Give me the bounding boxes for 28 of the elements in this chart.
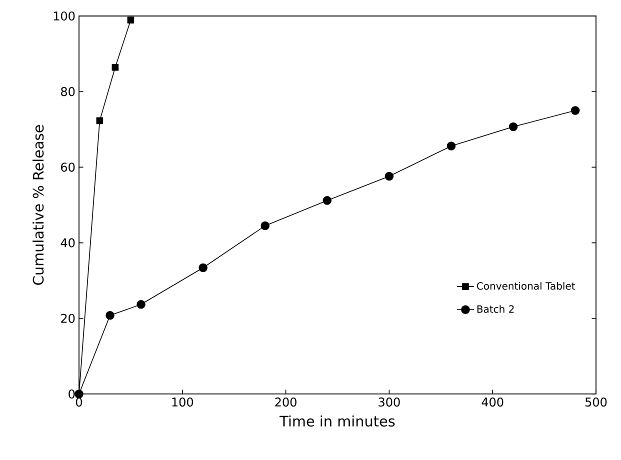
point [570,106,580,115]
y-tick-label: 0 [68,389,75,399]
point [446,142,456,150]
point [260,221,270,230]
x-tick-label: 0 [76,398,82,407]
y-tick-label: 20 [61,314,75,323]
point [322,196,332,205]
x-axis-title: Time in minutes [280,415,395,427]
point [106,310,114,320]
y-tick-label: 60 [61,162,75,172]
x-tick-label: 300 [378,398,400,407]
y-axis-title: Cumulative % Release [32,125,44,285]
point [127,16,134,24]
point [384,172,394,181]
x-tick-label: 200 [275,398,296,407]
point [96,117,104,124]
y-tick-label: 80 [61,87,75,96]
legend-label: Conventional Tablet [476,282,576,290]
point [198,263,208,272]
x-tick-label: 400 [482,398,504,407]
y-tick-label: 100 [54,11,75,21]
point [136,300,146,309]
x-tick-label: 500 [585,398,607,407]
y-tick-label: 40 [60,238,75,248]
legend-label: Batch 2 [477,305,514,313]
x-tick-label: 100 [172,398,194,407]
point [112,64,119,71]
point [508,122,518,132]
